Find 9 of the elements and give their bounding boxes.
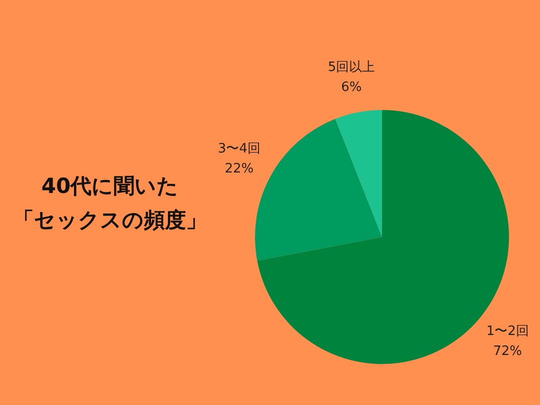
data-label: 22% [224,161,254,176]
pie-slice [335,110,382,237]
data-label: 72% [493,344,522,359]
slice-label: 3〜4回 [218,141,260,156]
text: 40代に聞いた [41,174,179,198]
data-label: 6% [341,80,362,95]
text: 「セックスの頻度」 [13,208,207,232]
slice-label: 5回以上 [328,60,376,75]
slice-label: 1〜2回 [486,324,529,339]
